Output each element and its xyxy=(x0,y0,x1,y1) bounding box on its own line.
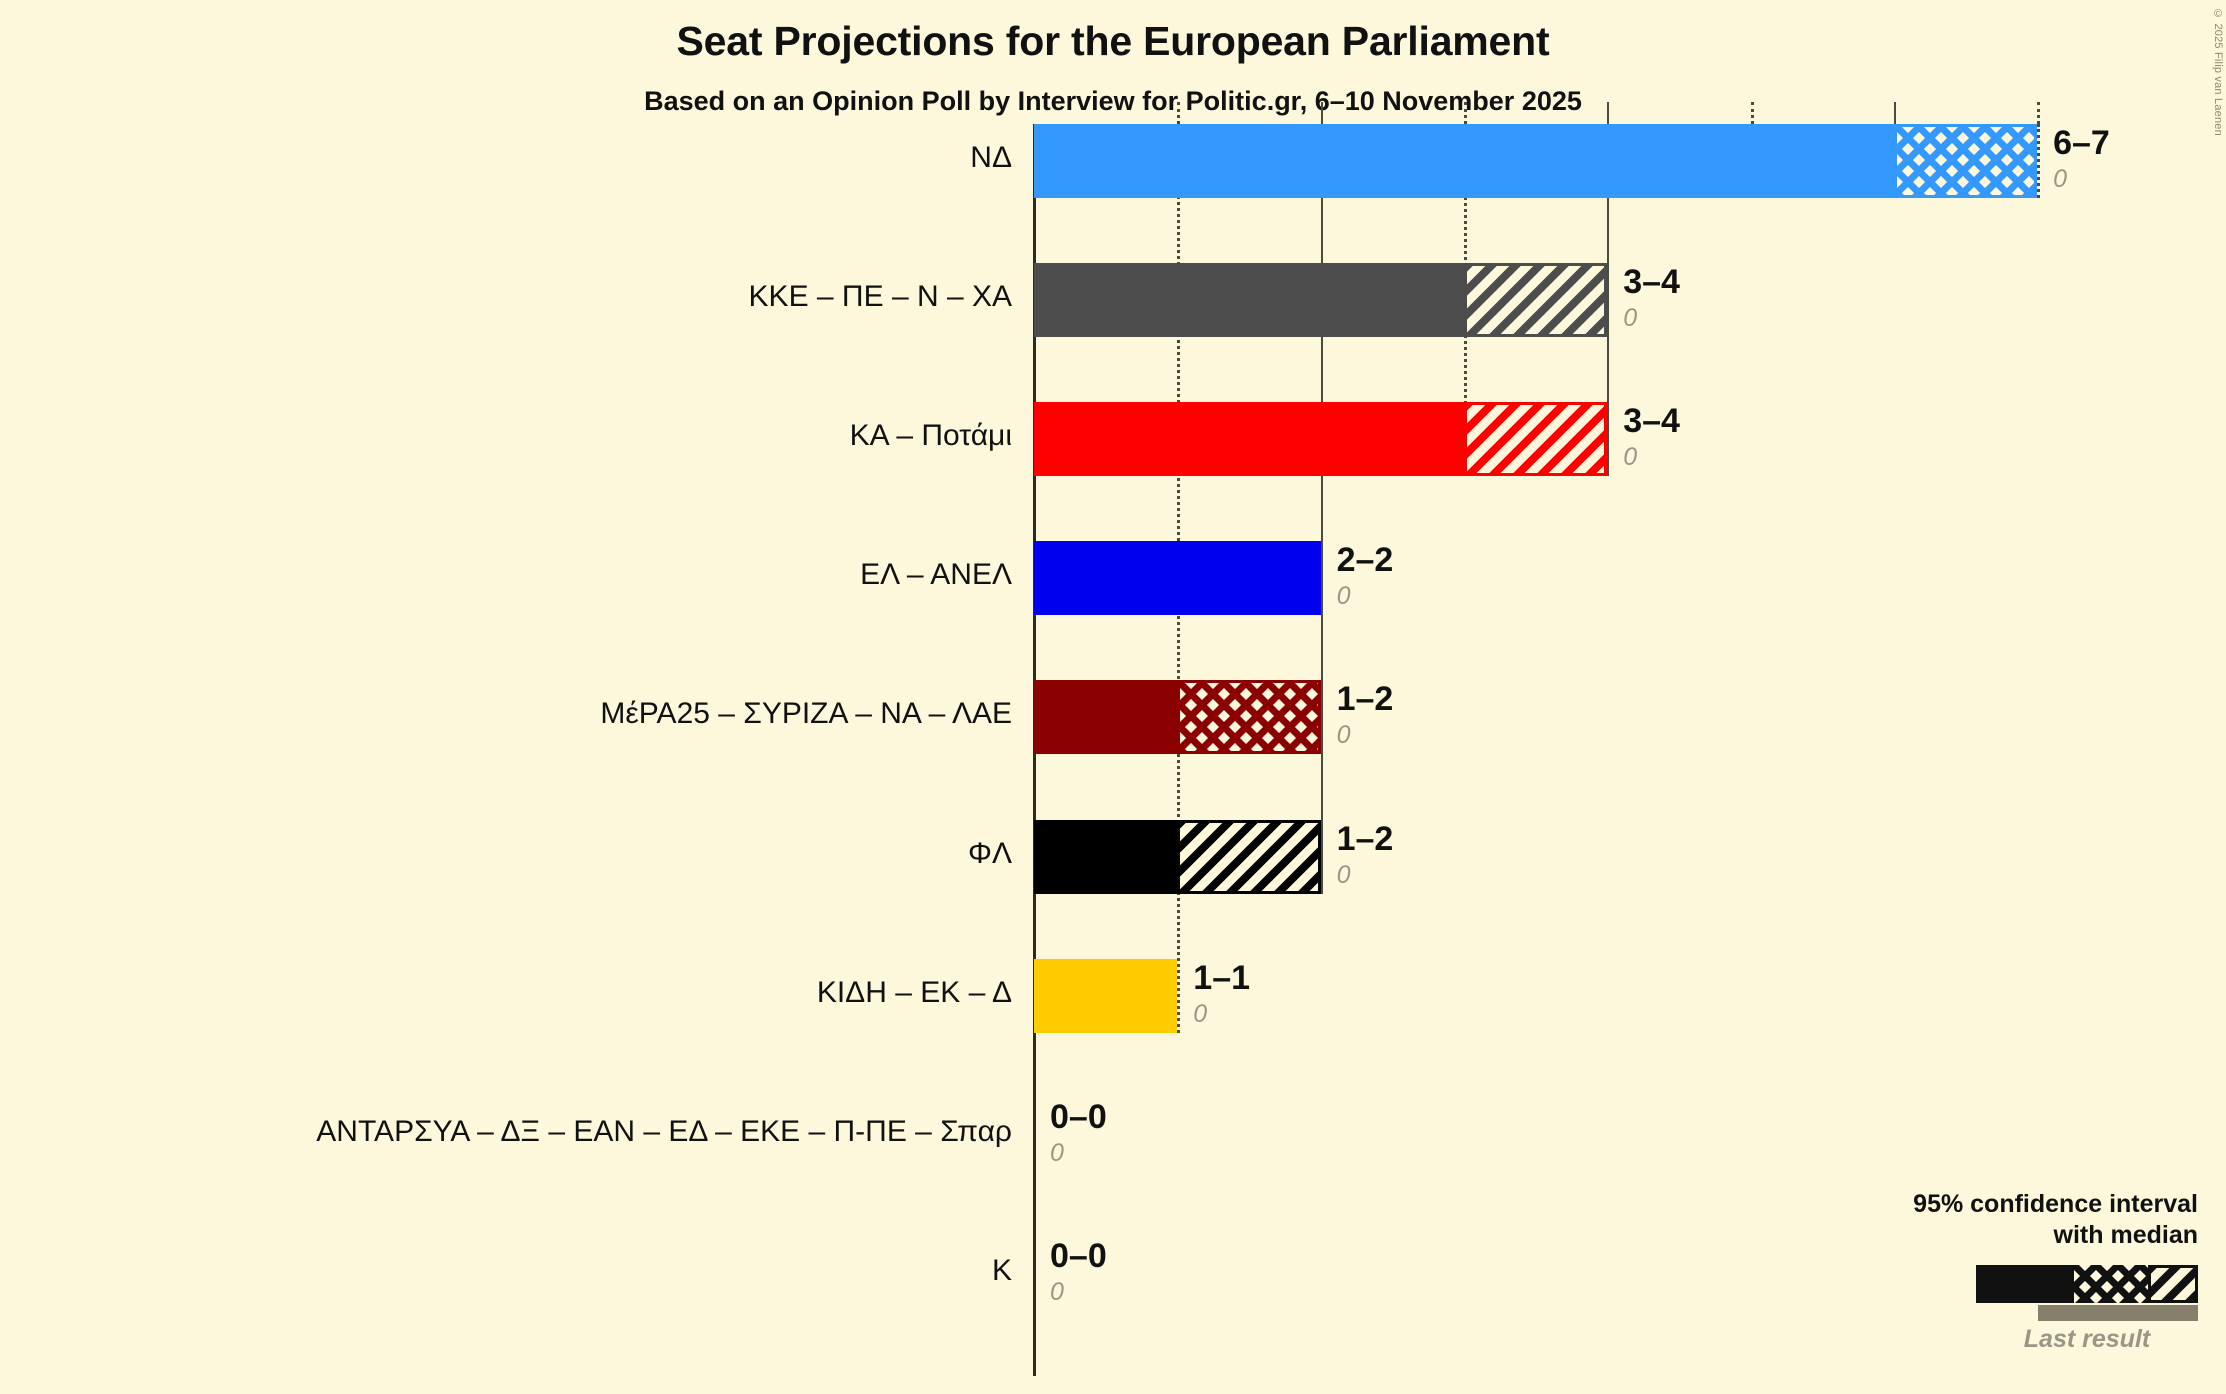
chart-row: ΚΚΕ – ΠΕ – Ν – ΧΑ 3–4 0 xyxy=(0,263,2226,338)
gridline-2 xyxy=(1320,124,1323,894)
legend-line-2: with median xyxy=(2053,1220,2198,1249)
row-label-0: ΝΔ xyxy=(970,141,1012,174)
row-label-3: ΕΛ – ΑΝΕΛ xyxy=(860,558,1012,592)
row-range-0: 6–7 xyxy=(2053,124,2110,162)
row-value-block-4: 1–2 0 xyxy=(1337,682,1394,750)
gridline-4 xyxy=(1607,124,1610,477)
bar-median-2 xyxy=(1034,402,1464,477)
chart-row: Κ 0–0 0 xyxy=(0,1237,2226,1311)
legend-last-result-swatch xyxy=(2038,1305,2198,1321)
bar-confidence-interval-0 xyxy=(1893,124,2038,198)
row-range-6: 1–1 xyxy=(1193,958,1251,997)
row-value-block-6: 1–1 0 xyxy=(1193,961,1250,1029)
row-label-4: ΜέΡΑ25 – ΣΥΡΙΖΑ – ΝΑ – ΛΑΕ xyxy=(600,697,1012,731)
row-last-result-1: 0 xyxy=(1623,304,1638,333)
row-value-block-0: 6–7 0 xyxy=(2053,126,2110,194)
chart-row: ΑΝΤΑΡΣΥΑ – ΔΞ – ΕΑΝ – ΕΔ – ΕΚΕ – Π-ΠΕ – … xyxy=(0,1098,2226,1172)
row-last-result-0: 0 xyxy=(2053,165,2067,193)
legend-crosshatch-swatch xyxy=(2074,1265,2148,1303)
row-value-block-2: 3–4 0 xyxy=(1623,404,1680,472)
row-last-result-3: 0 xyxy=(1336,582,1351,611)
row-value-block-5: 1–2 0 xyxy=(1337,822,1394,890)
bar-confidence-interval-1 xyxy=(1463,263,1608,338)
row-value-block-7: 0–0 0 xyxy=(1050,1100,1107,1168)
bar-confidence-interval-2 xyxy=(1463,402,1608,477)
row-last-result-4: 0 xyxy=(1336,721,1351,750)
axis-tick-5 xyxy=(1750,102,1754,124)
legend-ci-bar xyxy=(1976,1265,2198,1303)
legend-diagonal-swatch xyxy=(2148,1265,2198,1303)
axis-tick-1 xyxy=(1177,102,1181,124)
chart-subtitle: Based on an Opinion Poll by Interview fo… xyxy=(644,86,1582,116)
row-value-block-3: 2–2 0 xyxy=(1337,543,1394,611)
bar-median-1 xyxy=(1034,263,1464,338)
row-value-block-1: 3–4 0 xyxy=(1623,265,1680,333)
axis-tick-3 xyxy=(1463,102,1467,124)
row-last-result-8: 0 xyxy=(1050,1277,1064,1306)
gridline-7 xyxy=(2037,124,2041,198)
row-label-7: ΑΝΤΑΡΣΥΑ – ΔΞ – ΕΑΝ – ΕΔ – ΕΚΕ – Π-ΠΕ – … xyxy=(316,1114,1012,1148)
axis-tick-4 xyxy=(1607,102,1610,124)
chart-row: ΦΛ 1–2 0 xyxy=(0,819,2226,894)
page-title: Seat Projections for the European Parlia… xyxy=(676,18,1550,64)
row-last-result-2: 0 xyxy=(1623,443,1638,472)
bar-median-3 xyxy=(1034,541,1321,616)
axis-tick-6 xyxy=(1893,102,1896,124)
row-label-6: ΚΙΔΗ – ΕΚ – Δ xyxy=(816,975,1012,1009)
row-last-result-7: 0 xyxy=(1050,1138,1064,1167)
legend-last-result-label: Last result xyxy=(2023,1325,2151,1353)
bar-median-4 xyxy=(1034,680,1178,755)
row-label-1: ΚΚΕ – ΠΕ – Ν – ΧΑ xyxy=(748,280,1012,314)
row-range-3: 2–2 xyxy=(1336,541,1394,580)
chart-row: ΝΔ 6–7 0 xyxy=(0,124,2226,198)
row-range-1: 3–4 xyxy=(1623,263,1680,302)
row-range-7: 0–0 xyxy=(1050,1097,1107,1136)
row-range-2: 3–4 xyxy=(1623,402,1680,441)
row-value-block-8: 0–0 0 xyxy=(1050,1239,1107,1307)
bar-confidence-interval-4 xyxy=(1177,680,1321,755)
chart-row: ΜέΡΑ25 – ΣΥΡΙΖΑ – ΝΑ – ΛΑΕ 1–2 0 xyxy=(0,680,2226,755)
copyright-notice: © 2025 Filip van Laenen xyxy=(2212,8,2224,136)
axis-tick-7 xyxy=(2037,102,2041,124)
row-range-5: 1–2 xyxy=(1336,819,1394,858)
row-label-8: Κ xyxy=(991,1253,1012,1287)
row-label-5: ΦΛ xyxy=(968,836,1012,870)
row-last-result-6: 0 xyxy=(1193,999,1208,1028)
legend: 95% confidence interval with median Last… xyxy=(1913,1189,2198,1355)
chart-row: ΚΑ – Ποτάμι 3–4 0 xyxy=(0,402,2226,477)
chart-row: ΚΙΔΗ – ΕΚ – Δ 1–1 0 xyxy=(0,958,2226,1033)
bar-confidence-interval-5 xyxy=(1177,819,1321,894)
bar-median-5 xyxy=(1034,819,1178,894)
row-last-result-5: 0 xyxy=(1336,860,1351,889)
legend-line-1: 95% confidence interval xyxy=(1913,1189,2198,1218)
chart-row: ΕΛ – ΑΝΕΛ 2–2 0 xyxy=(0,541,2226,616)
row-label-2: ΚΑ – Ποτάμι xyxy=(849,419,1012,453)
row-range-8: 0–0 xyxy=(1050,1236,1107,1275)
bar-median-6 xyxy=(1034,958,1178,1033)
bar-median-0 xyxy=(1034,124,1894,198)
axis-tick-2 xyxy=(1320,102,1323,124)
row-range-4: 1–2 xyxy=(1336,680,1394,719)
